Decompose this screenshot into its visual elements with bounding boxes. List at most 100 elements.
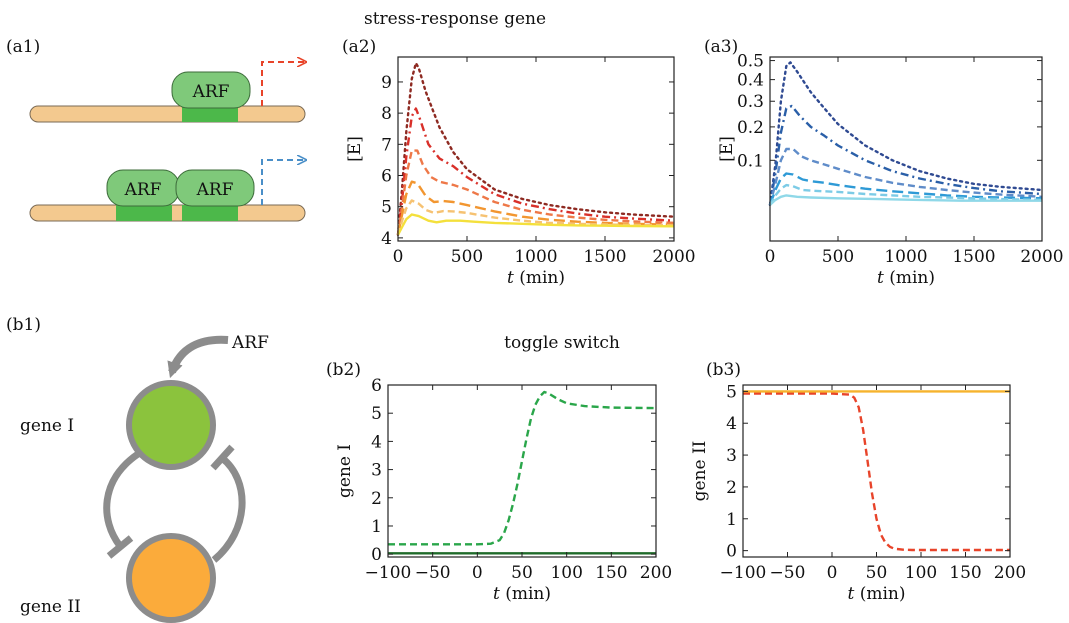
binding-site-top — [182, 106, 238, 122]
chart-a2: 0 500 1000 1500 2000 4 5 6 7 8 9 t (min) [E] — [345, 56, 696, 288]
y-tick-label-a2-1: 5 — [381, 198, 392, 218]
arf-input-arrow — [167, 335, 229, 379]
series-line-a2-3 — [396, 180, 675, 236]
y-tick-label-b2-2: 2 — [371, 489, 382, 509]
y-axis-label-a3: [E] — [717, 136, 737, 162]
panel-label-a2: (a2) — [342, 37, 376, 57]
y-tick-label-b3-2: 2 — [726, 478, 737, 498]
plot-frame-b2 — [387, 384, 657, 558]
y-tick-label-a3-0: 0.1 — [737, 151, 764, 171]
x-tick-label-a2-0: 0 — [393, 247, 404, 267]
series-line-a2-2 — [396, 149, 675, 235]
series-line-a3-4 — [768, 183, 1043, 206]
y-tick-label-b3-3: 3 — [726, 446, 737, 466]
promoter-arrow-blue — [261, 160, 306, 205]
series-line-b3-0 — [743, 392, 1010, 552]
repression-bar-i — [210, 444, 235, 471]
arf-label-top: ARF — [192, 82, 230, 102]
series-line-a2-0 — [396, 62, 676, 236]
binding-site-bottom-2 — [182, 205, 238, 221]
x-tick-label-a3-3: 1500 — [952, 247, 995, 267]
series-line-a2-4 — [396, 199, 675, 236]
gene-i-label: gene I — [20, 416, 74, 436]
x-tick-label-a2-3: 1500 — [583, 247, 626, 267]
x-tick-label-a2-2: 1000 — [514, 247, 557, 267]
x-tick-label-b2-0: −100 — [365, 563, 412, 583]
series-line-a3-0 — [768, 61, 1044, 207]
panel-label-a3: (a3) — [704, 37, 738, 57]
x-tick-label-a3-0: 0 — [765, 247, 776, 267]
panel-label-b3: (b3) — [706, 360, 741, 380]
x-tick-label-a2-1: 500 — [451, 247, 483, 267]
gene-ii-label: gene II — [20, 597, 81, 617]
panel-label-a1: (a1) — [6, 37, 40, 57]
arf-protein-top — [171, 71, 251, 109]
x-tick-label-a2-4: 2000 — [652, 247, 695, 267]
y-tick-label-b3-4: 4 — [726, 414, 737, 434]
x-tick-label-b2-2: 0 — [472, 563, 483, 583]
y-tick-label-b2-0: 0 — [371, 545, 382, 565]
diagram-a1: ARF ARF ARF — [29, 62, 306, 222]
repression-bar-ii — [106, 535, 134, 559]
promoter-arrow-red — [261, 62, 306, 106]
x-tick-label-b2-1: −50 — [415, 563, 451, 583]
gene-i-node — [126, 380, 216, 470]
series-line-a2-5 — [396, 213, 675, 236]
y-tick-label-a2-0: 4 — [381, 229, 392, 249]
x-tick-label-b3-0: −100 — [720, 563, 767, 583]
series-line-b2-0 — [388, 390, 657, 546]
y-tick-label-b2-4: 4 — [371, 432, 382, 452]
series-line-a3-1 — [768, 104, 1043, 206]
y-tick-label-a2-4: 8 — [381, 104, 392, 124]
chart-b2: −100 −50 0 50 100 150 200 0 1 2 3 4 5 6 t (min) gene I — [335, 376, 672, 604]
x-tick-label-b3-4: 100 — [905, 563, 937, 583]
x-tick-label-b3-2: 0 — [827, 563, 838, 583]
dna-strand-top — [29, 105, 306, 123]
plot-frame-b3 — [742, 384, 1011, 558]
plot-frame-a3 — [769, 56, 1043, 242]
x-tick-label-b3-3: 50 — [866, 563, 888, 583]
y-tick-label-b3-5: 5 — [726, 382, 737, 402]
y-tick-label-a3-2: 0.3 — [737, 92, 764, 112]
y-tick-label-a3-4: 0.5 — [737, 52, 764, 72]
y-axis-label-b2: gene I — [335, 444, 355, 498]
x-tick-label-a3-4: 2000 — [1020, 247, 1063, 267]
gene-ii-node — [126, 533, 216, 623]
arf-input-label: ARF — [231, 333, 269, 353]
repression-i-to-ii — [103, 451, 141, 549]
diagram-b1: ARF gene I gene II — [20, 333, 269, 623]
x-tick-label-b3-1: −50 — [770, 563, 806, 583]
y-tick-label-a3-3: 0.4 — [737, 71, 764, 91]
x-tick-label-b3-6: 200 — [994, 563, 1026, 583]
y-tick-label-a2-3: 7 — [381, 135, 392, 155]
series-line-a2-1 — [396, 107, 675, 235]
x-tick-label-b2-5: 150 — [595, 563, 627, 583]
chart-b3: −100 −50 0 50 100 150 200 0 1 2 3 4 5 t (min) gene II — [690, 382, 1026, 604]
heading-stress-response: stress-response gene — [364, 9, 546, 29]
y-tick-label-b2-6: 6 — [371, 376, 382, 396]
x-tick-label-a3-2: 1000 — [884, 247, 927, 267]
x-axis-label-a3: t (min) — [877, 268, 935, 288]
y-tick-label-a2-5: 9 — [381, 73, 392, 93]
x-tick-label-b2-3: 50 — [511, 563, 533, 583]
arf-protein-bottom-2 — [175, 169, 255, 207]
binding-site-bottom-1 — [116, 205, 172, 221]
heading-toggle-switch: toggle switch — [504, 333, 620, 353]
repression-ii-to-i — [211, 455, 246, 563]
y-axis-label-b3: gene II — [690, 441, 710, 502]
series-line-a3-3 — [768, 172, 1043, 206]
y-tick-label-b3-1: 1 — [726, 510, 737, 530]
y-tick-label-a2-2: 6 — [381, 167, 392, 187]
x-tick-label-b3-5: 150 — [949, 563, 981, 583]
arf-label-bottom-2: ARF — [196, 180, 234, 200]
x-axis-label-b2: t (min) — [493, 584, 551, 604]
y-tick-label-b2-1: 1 — [371, 517, 382, 537]
plot-frame-a2 — [397, 56, 675, 242]
x-tick-label-b2-4: 100 — [550, 563, 582, 583]
y-tick-label-b2-3: 3 — [371, 461, 382, 481]
panel-label-b1: (b1) — [6, 315, 41, 335]
arf-label-bottom-1: ARF — [124, 180, 162, 200]
x-tick-label-b2-6: 200 — [640, 563, 672, 583]
x-axis-label-a2: t (min) — [507, 268, 565, 288]
